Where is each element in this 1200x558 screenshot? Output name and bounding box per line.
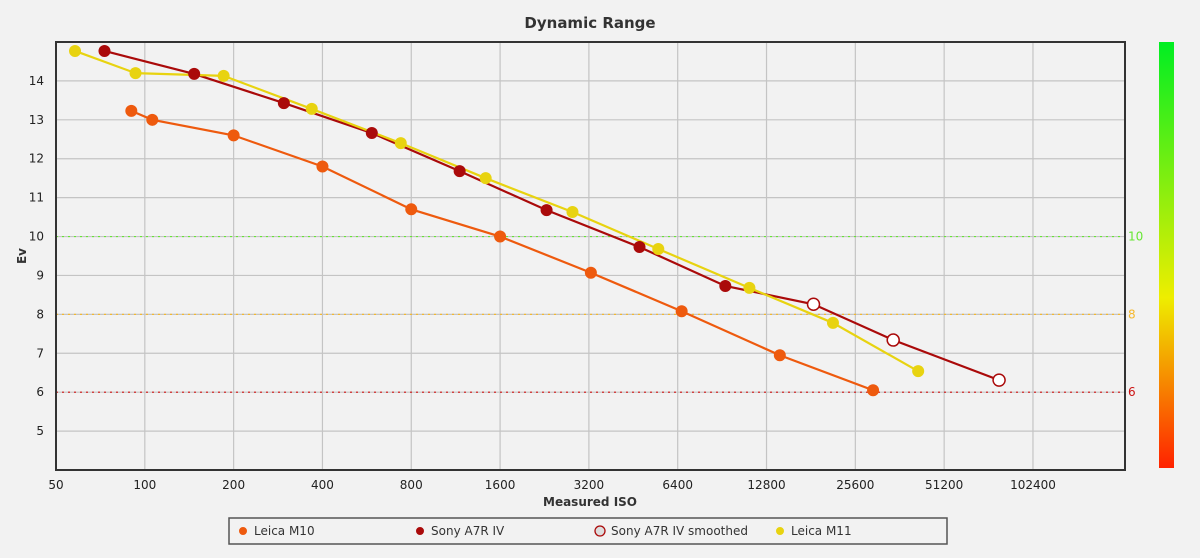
data-point[interactable] (125, 104, 138, 117)
data-point[interactable] (453, 165, 466, 178)
legend-box (228, 517, 948, 545)
reference-line-label: 6 (1128, 385, 1136, 399)
reference-line-label: 10 (1128, 230, 1143, 244)
data-point[interactable] (69, 44, 82, 57)
data-point[interactable] (886, 333, 900, 347)
data-point[interactable] (540, 204, 553, 217)
plot-border (55, 41, 1126, 471)
y-tick-label: 13 (29, 113, 44, 127)
data-point[interactable] (217, 69, 230, 82)
legend-marker (239, 527, 247, 535)
x-tick-label: 51200 (925, 478, 963, 492)
legend-entry[interactable]: Sony A7R IV smoothed (611, 524, 748, 538)
x-tick-label: 25600 (836, 478, 874, 492)
data-point[interactable] (277, 97, 290, 110)
data-point[interactable] (394, 137, 407, 150)
legend-marker (594, 525, 606, 537)
data-point[interactable] (365, 127, 378, 140)
y-tick-label: 11 (29, 191, 44, 205)
data-point[interactable] (405, 203, 418, 216)
legend: Leica M10 Sony A7R IV Sony A7R IV smoothed… (228, 517, 948, 545)
y-tick-label: 8 (36, 307, 44, 321)
y-tick-label: 14 (29, 74, 44, 88)
data-point[interactable] (806, 297, 821, 311)
x-tick-label: 3200 (574, 478, 605, 492)
series-line (104, 49, 1000, 382)
data-point[interactable] (129, 67, 142, 80)
x-tick-label: 102400 (1010, 478, 1056, 492)
x-axis-label: Measured ISO (543, 495, 637, 509)
x-tick-label: 6400 (662, 478, 693, 492)
grid: 50 100 200 400 800 1600 3200 6400 12800 25600 5120… (29, 42, 1125, 492)
series-line (74, 49, 919, 373)
data-point[interactable] (633, 241, 646, 254)
data-point[interactable] (826, 316, 839, 329)
y-tick-label: 12 (29, 152, 44, 166)
x-tick-label: 200 (222, 478, 245, 492)
data-point[interactable] (992, 373, 1006, 387)
data-point[interactable] (773, 349, 786, 362)
data-point[interactable] (867, 384, 880, 397)
data-point[interactable] (479, 172, 492, 185)
color-scale-bar (1159, 42, 1174, 468)
legend-marker (776, 527, 784, 535)
data-point[interactable] (912, 365, 925, 378)
data-point[interactable] (146, 113, 159, 126)
data-point[interactable] (719, 279, 732, 292)
series-layer (69, 44, 1006, 397)
y-tick-label: 9 (36, 268, 44, 282)
y-tick-label: 7 (36, 346, 44, 360)
x-tick-label: 400 (311, 478, 334, 492)
data-point[interactable] (566, 206, 579, 219)
chart-title: Dynamic Range (524, 14, 655, 32)
data-point[interactable] (584, 266, 597, 279)
data-point[interactable] (743, 281, 756, 294)
legend-entry[interactable]: Leica M11 (791, 524, 852, 538)
y-tick-label: 6 (36, 385, 44, 399)
data-point[interactable] (188, 67, 201, 80)
x-tick-label: 800 (400, 478, 423, 492)
y-tick-label: 10 (29, 230, 44, 244)
data-point[interactable] (305, 102, 318, 115)
reference-line-label: 8 (1128, 307, 1136, 321)
data-point[interactable] (227, 129, 240, 142)
x-tick-label: 50 (48, 478, 63, 492)
data-point[interactable] (98, 44, 111, 57)
data-point[interactable] (652, 242, 665, 255)
data-point[interactable] (316, 160, 329, 173)
reference-lines: 10 8 6 (56, 230, 1143, 399)
data-point[interactable] (494, 230, 507, 243)
legend-entry[interactable]: Sony A7R IV (431, 524, 505, 538)
legend-marker (416, 527, 424, 535)
series-line (130, 109, 874, 392)
y-tick-label: 5 (36, 424, 44, 438)
data-point[interactable] (675, 305, 688, 318)
legend-entry[interactable]: Leica M10 (254, 524, 315, 538)
x-tick-label: 1600 (485, 478, 516, 492)
y-axis-label: Ev (15, 248, 29, 264)
x-tick-label: 100 (133, 478, 156, 492)
x-tick-label: 12800 (747, 478, 785, 492)
